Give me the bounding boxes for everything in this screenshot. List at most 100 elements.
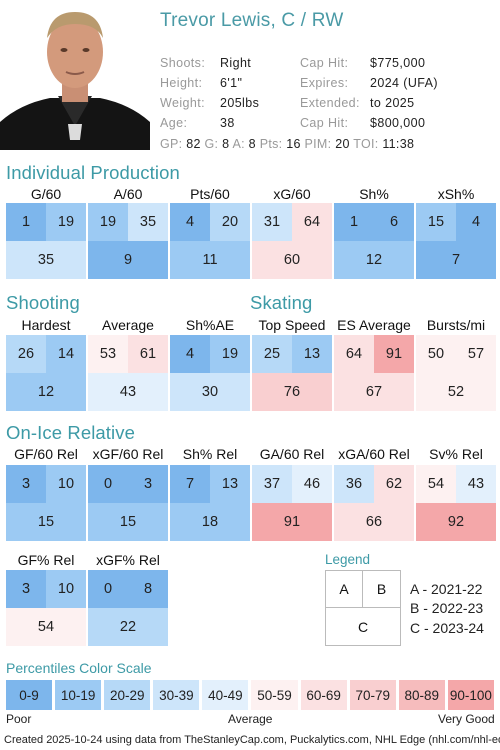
legend-title: Legend bbox=[325, 552, 371, 567]
metric-percentile-box: 3 10 54 bbox=[6, 570, 86, 646]
color-scale-title: Percentiles Color Scale bbox=[6, 660, 152, 676]
percentile-2021-22: 0 bbox=[88, 465, 128, 503]
stat-label: Pts: bbox=[259, 137, 283, 151]
metric-title: ES Average bbox=[337, 317, 411, 333]
metric-title: Hardest bbox=[21, 317, 71, 333]
metric-title: xGF/60 Rel bbox=[92, 446, 164, 462]
legend-entry-c: C - 2023-24 bbox=[410, 620, 484, 636]
percentile-2021-22: 7 bbox=[170, 465, 210, 503]
percentile-2022-23: 13 bbox=[292, 335, 332, 373]
stat-value: 20 bbox=[335, 137, 350, 151]
percentile-2022-23: 35 bbox=[128, 203, 168, 241]
percentile-2022-23: 13 bbox=[210, 465, 250, 503]
percentile-2022-23: 3 bbox=[128, 465, 168, 503]
percentile-2021-22: 0 bbox=[88, 570, 128, 608]
percentile-2023-24: 35 bbox=[6, 241, 86, 279]
percentile-2023-24: 76 bbox=[252, 373, 332, 411]
player-headshot bbox=[0, 0, 150, 150]
metric-title: A/60 bbox=[113, 186, 143, 202]
scale-label-very-good: Very Good bbox=[438, 712, 495, 726]
percentile-2021-22: 15 bbox=[416, 203, 456, 241]
stat-label: PIM: bbox=[304, 137, 332, 151]
legend-key-box: A B C bbox=[325, 570, 401, 646]
metric-percentile-box: 26 14 12 bbox=[6, 335, 86, 411]
percentile-2021-22: 1 bbox=[334, 203, 374, 241]
percentile-2021-22: 25 bbox=[252, 335, 292, 373]
metric-percentile-box: 1 19 35 bbox=[6, 203, 86, 279]
metric-title: xG/60 bbox=[273, 186, 311, 202]
scale-bin: 0-9 bbox=[6, 680, 53, 710]
metric-title: Average bbox=[102, 317, 154, 333]
percentile-2023-24: 60 bbox=[252, 241, 332, 279]
contract-row: Cap Hit: $800,000 bbox=[300, 116, 425, 130]
percentile-2023-24: 15 bbox=[88, 503, 168, 541]
percentile-2023-24: 15 bbox=[6, 503, 86, 541]
percentile-2023-24: 54 bbox=[6, 608, 86, 646]
metric-percentile-box: 3 10 15 bbox=[6, 465, 86, 541]
info-row: Age: 38 bbox=[160, 116, 234, 130]
metric-percentile-box: 7 13 18 bbox=[170, 465, 250, 541]
percentile-2022-23: 10 bbox=[46, 570, 86, 608]
metric-percentile-box: 4 20 11 bbox=[170, 203, 250, 279]
footer-credits: Created 2025-10-24 using data from TheSt… bbox=[4, 734, 500, 746]
contract-value: 2024 (UFA) bbox=[370, 76, 438, 90]
metric-percentile-box: 19 35 9 bbox=[88, 203, 168, 279]
metric-title: Sh%AE bbox=[185, 317, 235, 333]
contract-row: Cap Hit: $775,000 bbox=[300, 56, 425, 70]
percentile-2023-24: 67 bbox=[334, 373, 414, 411]
percentile-2021-22: 19 bbox=[88, 203, 128, 241]
info-value: 205lbs bbox=[220, 96, 260, 110]
stat-value: 8 bbox=[222, 137, 230, 151]
scale-bin: 20-29 bbox=[104, 680, 151, 710]
scale-bin: 80-89 bbox=[398, 680, 445, 710]
percentile-color-scale: 0-9 10-19 20-29 30-39 40-49 50-59 60-69 70-79 80… bbox=[6, 680, 494, 710]
metric-percentile-box: 37 46 91 bbox=[252, 465, 332, 541]
legend-entry-a: A - 2021-22 bbox=[410, 581, 483, 597]
legend-entry-b: B - 2022-23 bbox=[410, 600, 484, 616]
metric-percentile-box: 54 43 92 bbox=[416, 465, 496, 541]
metric-title: Sh% Rel bbox=[182, 446, 238, 462]
info-value: 6'1" bbox=[220, 76, 243, 90]
info-label: Shoots: bbox=[160, 56, 206, 70]
stat-label: G: bbox=[204, 137, 219, 151]
percentile-2023-24: 12 bbox=[334, 241, 414, 279]
percentile-2021-22: 54 bbox=[416, 465, 456, 503]
scale-bin: 30-39 bbox=[153, 680, 200, 710]
metric-title: Top Speed bbox=[258, 317, 326, 333]
stat-label: GP: bbox=[160, 137, 183, 151]
stat-value: 16 bbox=[286, 137, 301, 151]
percentile-2023-24: 30 bbox=[170, 373, 250, 411]
metric-title: Sh% bbox=[359, 186, 389, 202]
metric-title: Sv% Rel bbox=[429, 446, 483, 462]
metric-title: Bursts/mi bbox=[426, 317, 486, 333]
contract-label: Extended: bbox=[300, 96, 360, 110]
metric-percentile-box: 1 6 12 bbox=[334, 203, 414, 279]
percentile-2022-23: 91 bbox=[374, 335, 414, 373]
percentile-2022-23: 43 bbox=[456, 465, 496, 503]
percentile-2021-22: 36 bbox=[334, 465, 374, 503]
legend-key-b: B bbox=[363, 571, 400, 608]
percentile-2023-24: 92 bbox=[416, 503, 496, 541]
percentile-2022-23: 61 bbox=[128, 335, 168, 373]
stat-label: TOI: bbox=[353, 137, 379, 151]
info-label: Age: bbox=[160, 116, 188, 130]
percentile-2023-24: 22 bbox=[88, 608, 168, 646]
section-shooting: Shooting bbox=[6, 292, 80, 313]
section-skating: Skating bbox=[250, 292, 313, 313]
info-value: Right bbox=[220, 56, 252, 70]
metric-percentile-box: 0 3 15 bbox=[88, 465, 168, 541]
percentile-2021-22: 64 bbox=[334, 335, 374, 373]
metric-percentile-box: 36 62 66 bbox=[334, 465, 414, 541]
legend-key-c: C bbox=[357, 618, 369, 635]
metric-percentile-box: 31 64 60 bbox=[252, 203, 332, 279]
contract-value: $800,000 bbox=[370, 116, 426, 130]
metric-percentile-box: 4 19 30 bbox=[170, 335, 250, 411]
stat-value: 11:38 bbox=[382, 137, 415, 151]
percentile-2021-22: 26 bbox=[6, 335, 46, 373]
percentile-2021-22: 53 bbox=[88, 335, 128, 373]
scale-label-average: Average bbox=[228, 712, 273, 726]
percentile-2021-22: 37 bbox=[252, 465, 292, 503]
stat-value: 82 bbox=[186, 137, 201, 151]
metric-title: Pts/60 bbox=[190, 186, 230, 202]
percentile-2023-24: 9 bbox=[88, 241, 168, 279]
